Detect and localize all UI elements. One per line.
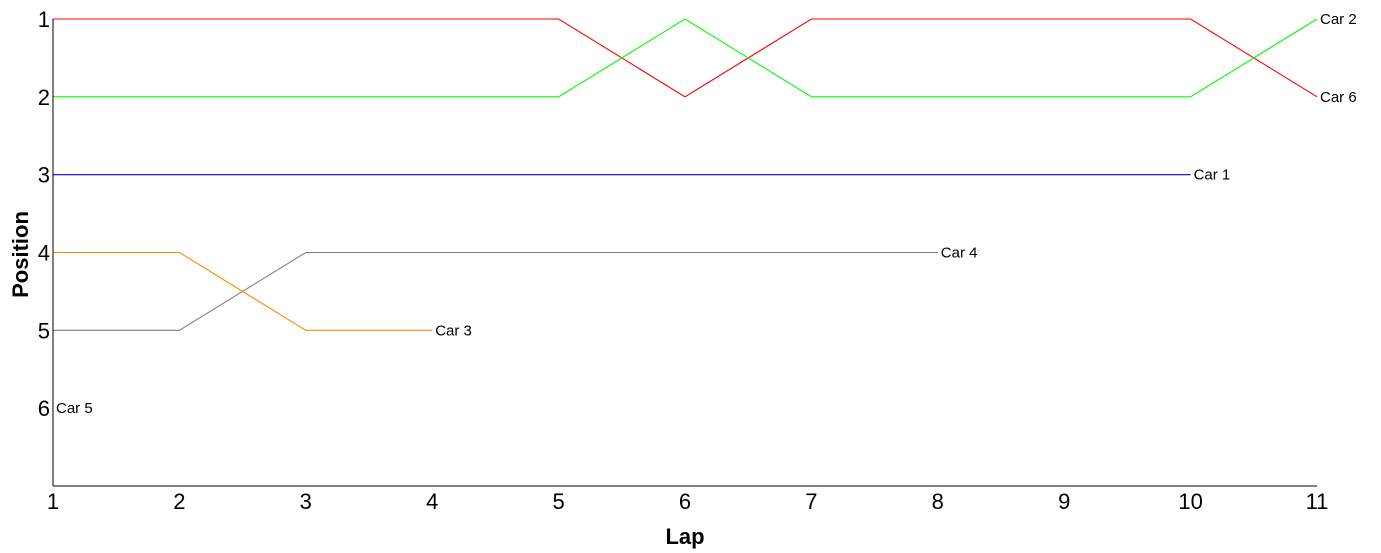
series-line-car-4 bbox=[53, 251, 938, 331]
x-tick-label: 6 bbox=[679, 489, 691, 514]
x-tick-label: 10 bbox=[1178, 489, 1202, 514]
y-tick-label: 3 bbox=[38, 163, 50, 188]
series-end-label-car-3: Car 3 bbox=[435, 322, 472, 339]
series-end-label-car-5: Car 5 bbox=[56, 400, 93, 417]
series-end-label-car-1: Car 1 bbox=[1194, 167, 1231, 184]
y-tick-label: 5 bbox=[38, 318, 50, 343]
x-tick-label: 3 bbox=[300, 489, 312, 514]
y-tick-label: 6 bbox=[38, 396, 50, 421]
y-tick-labels: 1 2 3 4 5 6 bbox=[38, 7, 50, 421]
x-tick-label: 5 bbox=[552, 489, 564, 514]
x-tick-label: 9 bbox=[1058, 489, 1070, 514]
x-tick-label: 4 bbox=[426, 489, 438, 514]
x-tick-label: 7 bbox=[805, 489, 817, 514]
y-axis-title: Position bbox=[8, 211, 33, 298]
series-line-car-6 bbox=[53, 18, 1318, 98]
series-line-car-3 bbox=[53, 251, 433, 331]
x-tick-labels: 1 2 3 4 5 6 7 8 9 10 11 bbox=[47, 489, 1329, 514]
y-tick-label: 2 bbox=[38, 85, 50, 110]
x-tick-label: 1 bbox=[47, 489, 59, 514]
series-end-label-car-6: Car 6 bbox=[1320, 89, 1357, 106]
x-tick-label: 2 bbox=[173, 489, 185, 514]
y-tick-label: 1 bbox=[38, 7, 50, 32]
y-tick-label: 4 bbox=[38, 241, 50, 266]
series-line-car-2 bbox=[53, 18, 1318, 98]
x-axis-title: Lap bbox=[665, 524, 704, 549]
x-tick-label: 11 bbox=[1306, 489, 1329, 514]
series-lines bbox=[53, 18, 1318, 331]
series-end-labels: Car 6 Car 2 Car 1 Car 4 Car 3 Car 5 bbox=[56, 11, 1357, 417]
series-end-label-car-2: Car 2 bbox=[1320, 11, 1357, 28]
x-tick-label: 8 bbox=[932, 489, 944, 514]
series-end-label-car-4: Car 4 bbox=[941, 245, 978, 262]
